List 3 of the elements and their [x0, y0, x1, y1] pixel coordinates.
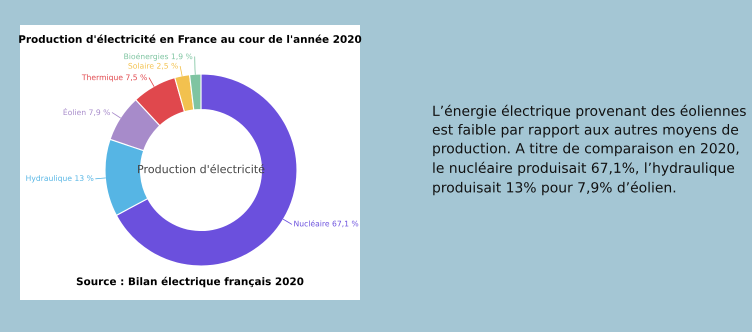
chart-title: Production d'électricité en France au cour de l'année 2020	[19, 34, 362, 44]
source-note: Source : Bilan électrique français 2020	[76, 276, 304, 288]
text: L’énergie électrique provenant des éoliennes est faible par rapport aux autres moyens de production. A titre de comparaison en 2020, le nucléaire produisait 67,1%, l’hydraulique produisait 13% pour 7,9% d’éolien.	[432, 104, 746, 196]
